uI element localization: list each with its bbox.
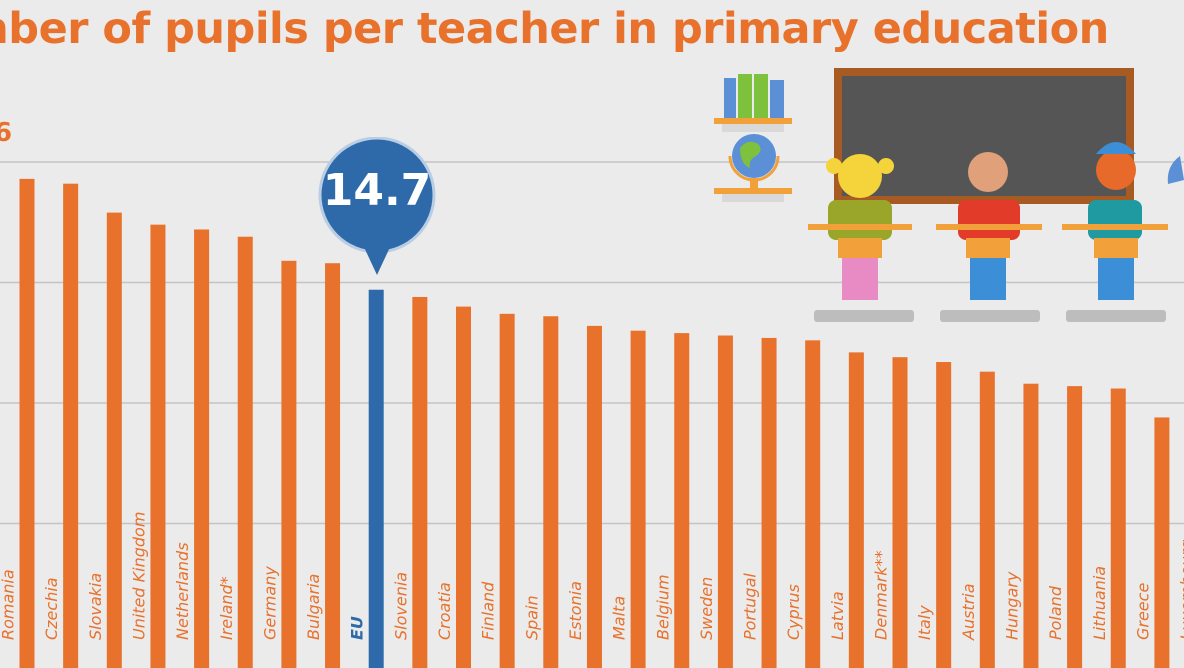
category-label: Croatia	[435, 582, 454, 640]
category-label: Slovakia	[86, 573, 105, 640]
eu-value-bubble: 14.7	[317, 136, 437, 277]
pupil-girl-icon	[808, 154, 914, 322]
category-label: Malta	[610, 596, 629, 640]
bar-poland	[1067, 386, 1083, 668]
bar-austria	[979, 371, 995, 668]
category-label: Austria	[959, 583, 978, 641]
bar-malta	[630, 330, 646, 668]
bar-lithuania	[1110, 388, 1126, 668]
bar-finland	[499, 313, 515, 668]
bar-hungary	[1023, 383, 1039, 668]
bar-germany	[281, 260, 297, 668]
category-label: Spain	[522, 595, 541, 640]
category-label: Czechia	[42, 577, 61, 640]
category-label: Portugal	[741, 573, 760, 640]
category-label: EU	[348, 616, 367, 640]
category-label: Italy	[915, 605, 934, 640]
bar-ireland-	[237, 236, 253, 668]
bar-czechia	[63, 183, 79, 668]
category-label: Bulgaria	[304, 574, 323, 640]
globe-icon	[714, 134, 792, 202]
category-label: Latvia	[828, 591, 847, 640]
category-label: Luxembourg	[1177, 539, 1184, 640]
category-label: Romania	[0, 569, 18, 640]
bar-slovenia	[412, 296, 428, 668]
bar-denmark-	[892, 357, 908, 668]
category-labels: Romania Czechia Slovakia United Kingdom Neth…	[0, 512, 1184, 641]
bar-cyprus	[805, 340, 821, 668]
category-label: Cyprus	[784, 584, 803, 640]
bar-estonia	[586, 325, 602, 668]
eu-value-label: 14.7	[322, 165, 432, 216]
bar-netherlands	[194, 229, 210, 668]
category-label: Poland	[1046, 585, 1065, 640]
category-label: United Kingdom	[129, 512, 148, 640]
bar-belgium	[674, 333, 690, 668]
category-label: Denmark**	[872, 550, 891, 640]
bar-latvia	[848, 352, 864, 668]
bar-slovakia	[106, 212, 122, 668]
bar-sweden	[717, 335, 733, 668]
category-label: Estonia	[566, 581, 585, 640]
bars	[19, 178, 1170, 668]
bar-croatia	[456, 306, 471, 668]
category-label: Sweden	[697, 577, 716, 640]
bar-spain	[543, 316, 559, 668]
pupil-boy-icon	[936, 152, 1042, 322]
bar-romania	[19, 178, 35, 668]
chart-title: mber of pupils per teacher in primary ed…	[0, 4, 1109, 54]
classroom-illustration	[714, 68, 1184, 322]
books-icon	[714, 74, 792, 132]
bar-portugal	[761, 337, 777, 668]
bar-united-kingdom	[150, 224, 166, 668]
category-label: Germany	[260, 566, 279, 640]
y-tick-label: 6	[0, 118, 13, 148]
category-label: Lithuania	[1090, 566, 1109, 640]
bar-eu	[368, 289, 384, 668]
category-label: Greece	[1133, 583, 1152, 640]
category-label: Belgium	[653, 574, 672, 640]
category-label: Slovenia	[391, 572, 410, 640]
category-label: Hungary	[1002, 571, 1021, 640]
bar-italy	[936, 362, 952, 668]
category-label: Ireland*	[217, 576, 236, 640]
bar-greece	[1154, 417, 1170, 668]
category-label: Netherlands	[173, 542, 192, 640]
bar-bulgaria	[325, 263, 341, 668]
category-label: Finland	[479, 581, 498, 640]
pupil-cap-icon	[1062, 142, 1168, 322]
